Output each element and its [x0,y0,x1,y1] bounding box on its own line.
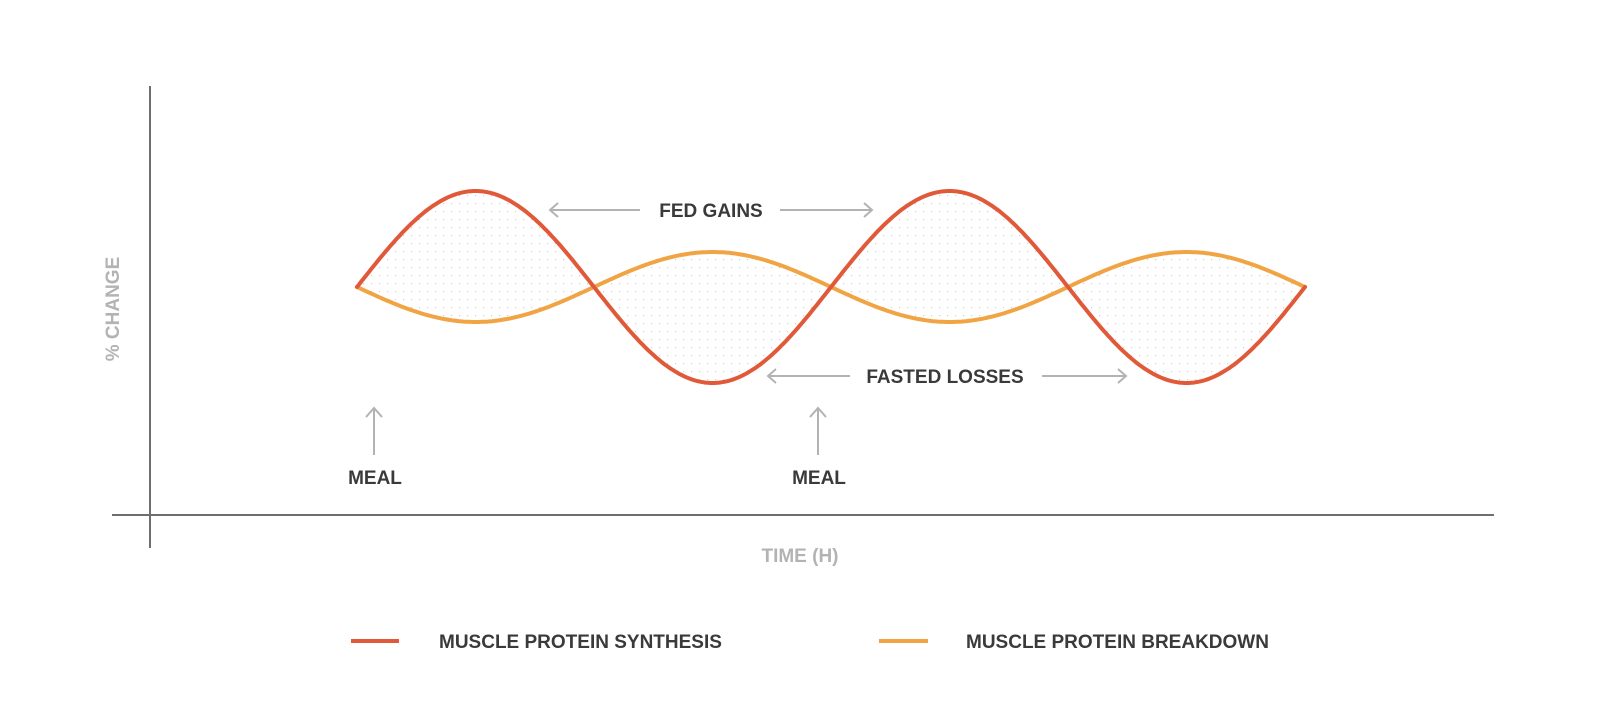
legend: MUSCLE PROTEIN SYNTHESIS MUSCLE PROTEIN … [351,632,1269,653]
x-axis-label: TIME (H) [761,546,838,567]
up-arrow-icon [809,406,827,418]
meal-marker-2: MEAL [792,406,846,489]
meal-marker-1: MEAL [348,406,402,489]
legend-synthesis-label: MUSCLE PROTEIN SYNTHESIS [439,632,722,653]
legend-breakdown-label: MUSCLE PROTEIN BREAKDOWN [966,632,1269,653]
fed-gains-right-arrowhead-icon [863,202,874,218]
meal-label: MEAL [792,468,846,489]
fed-gains-label: FED GAINS [659,201,762,222]
y-axis-label: % CHANGE [103,257,124,362]
fasted-losses-label: FASTED LOSSES [866,367,1023,388]
fed-gains-left-arrowhead-icon [548,202,559,218]
synthesis-series-line [355,189,1307,385]
fed-gains-annotation: FED GAINS [548,201,874,222]
meal-label: MEAL [348,468,402,489]
fasted-losses-left-arrowhead-icon [766,368,777,384]
fasted-losses-annotation: FASTED LOSSES [766,367,1128,388]
fasted-losses-right-arrowhead-icon [1117,368,1128,384]
up-arrow-icon [365,406,383,418]
